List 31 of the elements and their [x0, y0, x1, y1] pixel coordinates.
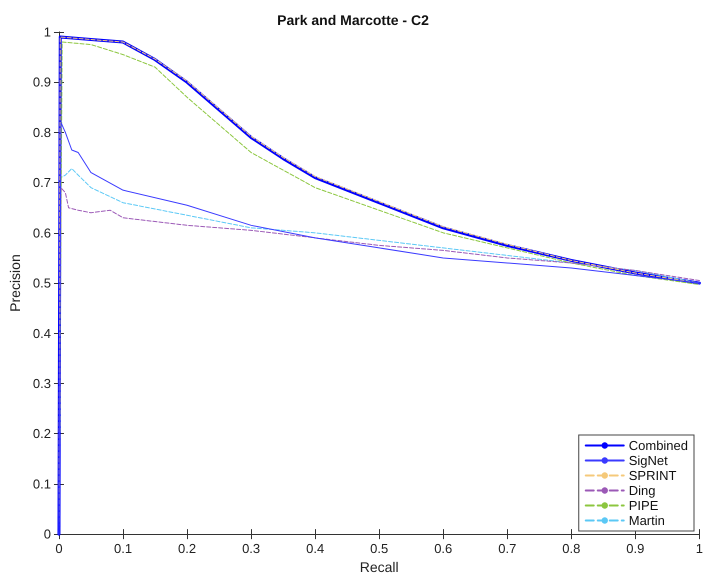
legend-label: PIPE [628, 498, 659, 513]
y-tick-label: 0 [44, 526, 51, 542]
x-tick-label: 0.6 [434, 541, 452, 556]
x-tick-label: 0.1 [114, 541, 132, 556]
y-tick-label: 0.4 [32, 326, 51, 341]
y-tick-label: 0.1 [32, 476, 51, 492]
y-tick-label: 0.8 [32, 124, 51, 140]
legend-label: SPRINT [628, 468, 676, 483]
x-tick-label: 0.5 [370, 541, 388, 556]
x-tick-label: 0.2 [178, 541, 196, 556]
x-tick-label: 0.7 [498, 541, 516, 556]
x-tick-label: 1 [696, 541, 703, 556]
y-axis-title: Precision [7, 254, 23, 312]
x-tick-label: 0.9 [626, 541, 644, 556]
x-tick-label: 0 [55, 541, 63, 556]
legend-label: SigNet [628, 453, 668, 468]
legend-label: Ding [628, 483, 656, 498]
x-tick-label: 0.8 [562, 541, 580, 556]
x-tick-label: 0.4 [306, 541, 324, 556]
legend-label: Martin [628, 513, 665, 528]
y-tick-label: 0.5 [32, 276, 51, 291]
legend-label: Combined [628, 438, 688, 453]
x-tick-label: 0.3 [242, 541, 260, 556]
y-tick-label: 0.6 [32, 225, 51, 240]
y-tick-label: 0.9 [32, 74, 51, 90]
y-tick-label: 0.3 [32, 376, 51, 391]
y-tick-label: 0.2 [32, 426, 51, 442]
chart-title: Park and Marcotte - C2 [277, 12, 430, 28]
x-axis-title: Recall [360, 559, 399, 575]
y-tick-label: 0.7 [32, 175, 51, 190]
y-tick-label: 1 [44, 24, 51, 40]
